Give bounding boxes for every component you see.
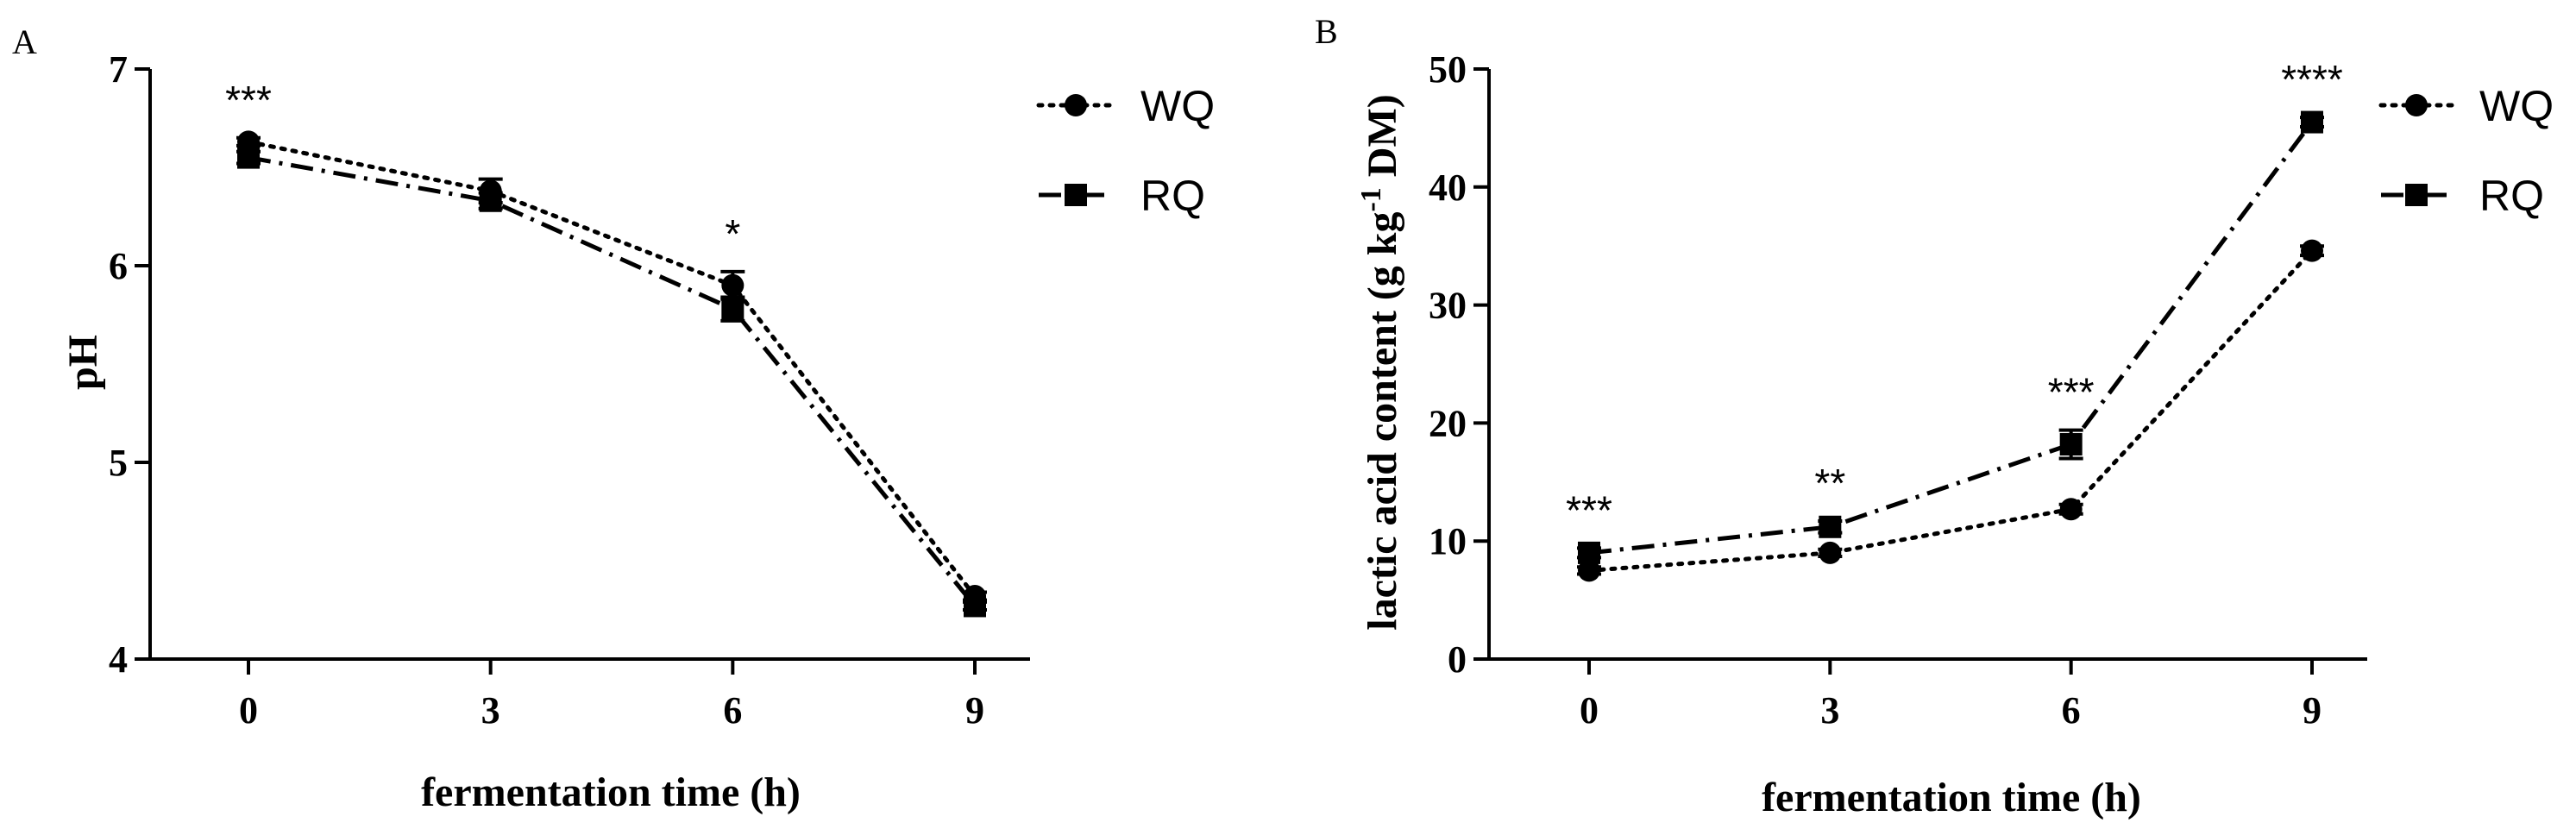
panel-b-point-wq <box>2059 498 2083 521</box>
panel-b-point-wq <box>1578 559 1600 582</box>
panel-b-significance-label: **** <box>2281 57 2343 102</box>
panel-b-y-title-part3: DM) <box>1360 94 1405 187</box>
panel-b-point-rq <box>2059 433 2083 456</box>
panel-b-point-rq <box>1819 515 1842 538</box>
panel-b-chart: B lactic acid content (g kg-1 DM) fermen… <box>1315 12 2554 820</box>
panel-a-y-tick-label: 7 <box>109 48 128 91</box>
panel-a-x-tick-label: 9 <box>965 689 984 732</box>
panel-b-x-axis-title: fermentation time (h) <box>1762 775 2141 820</box>
panel-b-series-rq-line <box>1588 121 2315 556</box>
panel-a-significance-label: *** <box>225 78 272 122</box>
panel-b-y-tick-label: 50 <box>1429 48 1467 91</box>
panel-b-point-rq <box>2301 110 2323 134</box>
panel-a-x-axis-title: fermentation time (h) <box>421 769 801 815</box>
panel-a-y-axis-title: pH <box>60 335 106 390</box>
panel-b-x-tick-label: 0 <box>1580 689 1599 732</box>
panel-b-x-tick-label: 3 <box>1820 689 1839 732</box>
panel-b-x-tick-label: 6 <box>2062 689 2081 732</box>
panel-b-point-rq <box>1578 541 1600 564</box>
panel-b-legend-label-wq: WQ <box>2479 82 2554 130</box>
panel-b-point-wq <box>1819 541 1842 564</box>
panel-b-legend-marker-wq <box>2405 94 2428 116</box>
panel-b-y-title-part1: lactic acid content (g kg <box>1360 212 1405 631</box>
panel-b-legend-label-rq: RQ <box>2479 172 2544 220</box>
panel-a-significance-label: * <box>725 211 740 256</box>
panel-b-y-tick-label: 10 <box>1429 520 1467 562</box>
panel-a-x-tick-label: 6 <box>723 689 742 732</box>
panel-a-legend-marker-rq <box>1065 184 1087 206</box>
panel-a-label: A <box>12 22 37 61</box>
panel-a-y-tick-label: 4 <box>109 638 128 681</box>
panel-b-y-tick-label: 20 <box>1429 402 1467 444</box>
panel-a-legend-label-rq: RQ <box>1140 172 1205 220</box>
panel-a-legend-marker-wq <box>1065 94 1087 116</box>
panel-b-x-tick-label: 9 <box>2303 689 2322 732</box>
panel-b-point-wq <box>2301 239 2323 262</box>
panel-b-y-title-superscript: -1 <box>1355 187 1387 211</box>
panel-a-y-tick-label: 5 <box>109 442 128 484</box>
panel-b-y-axis-title: lactic acid content (g kg-1 DM) <box>1355 94 1405 631</box>
panel-a-point-rq <box>479 189 502 212</box>
panel-a-x-tick-label: 3 <box>481 689 500 732</box>
panel-a-x-tick-label: 0 <box>239 689 258 732</box>
panel-b-label: B <box>1315 12 1338 51</box>
panel-b-y-tick-label: 40 <box>1429 166 1467 209</box>
panel-a-y-tick-label: 6 <box>109 245 128 287</box>
panel-b-y-tick-label: 30 <box>1429 285 1467 327</box>
panel-b-series-wq-line <box>1586 248 2315 573</box>
panel-b-y-tick-label: 0 <box>1448 638 1467 681</box>
panel-a-point-rq <box>721 298 745 321</box>
panel-b-significance-label: *** <box>2048 370 2095 415</box>
panel-b-significance-label: *** <box>1566 487 1612 532</box>
panel-a-series-rq-line <box>248 155 977 608</box>
panel-a-point-wq <box>721 273 745 297</box>
panel-b-significance-label: ** <box>1814 461 1845 506</box>
panel-a-point-rq <box>237 146 260 169</box>
panel-a-point-rq <box>964 594 986 618</box>
panel-b-legend-marker-rq <box>2405 184 2428 206</box>
panel-a-series-wq-line <box>246 139 977 599</box>
panel-a-legend-label-wq: WQ <box>1140 82 1215 130</box>
